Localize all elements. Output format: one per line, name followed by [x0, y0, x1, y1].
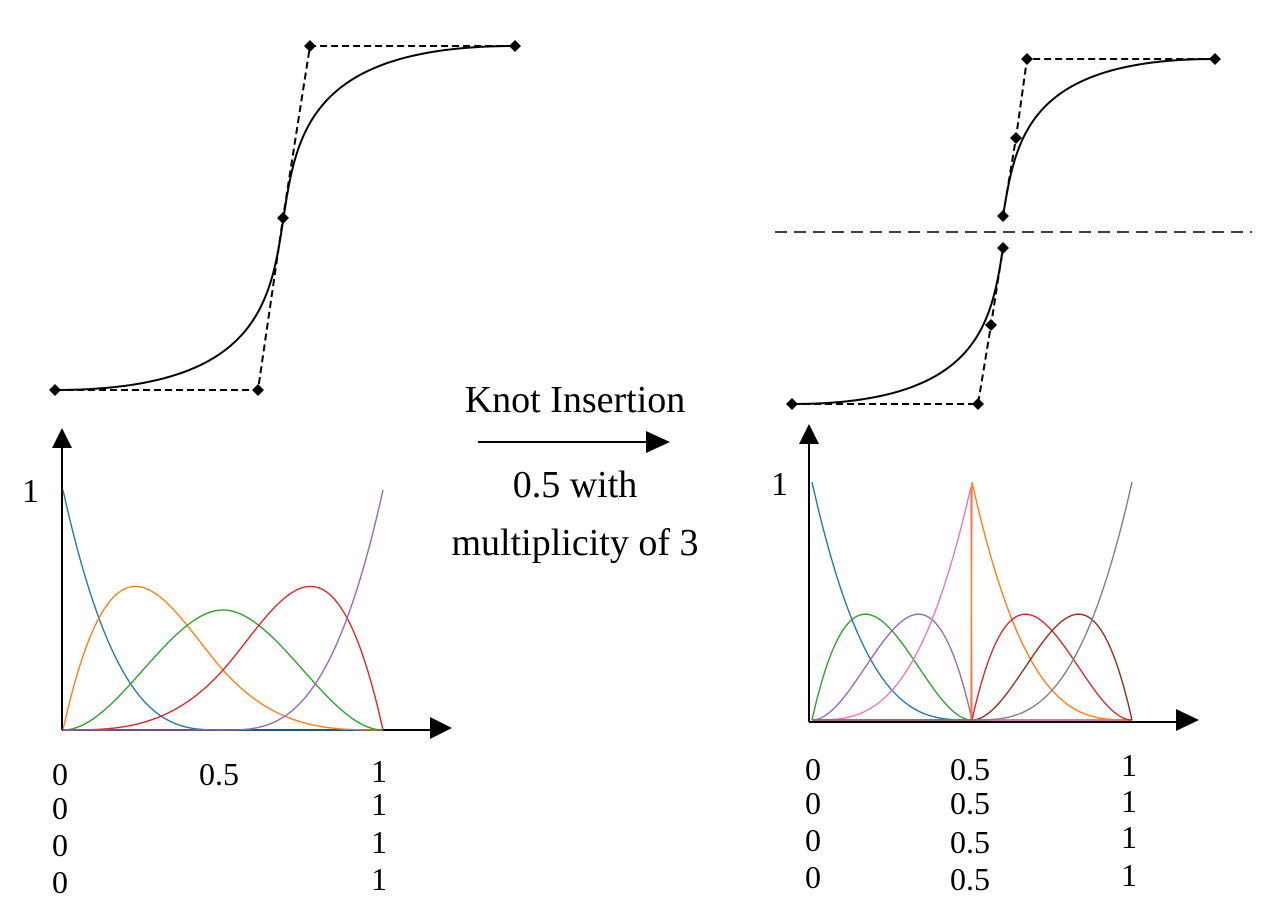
right-knot-label: 1	[1121, 783, 1137, 819]
upper-bspline-segment	[1002, 58, 1216, 217]
control-point-marker	[252, 384, 264, 396]
right-knot-label: 0	[805, 822, 821, 858]
right-y-axis-one-label: 1	[771, 466, 788, 503]
right-y-axis-arrow	[799, 424, 819, 444]
control-point-marker	[304, 40, 316, 52]
refined-basis-plot: 1 0 0 0 0 0.5 0.5 0.5 0.5 1 1 1 1	[771, 424, 1199, 897]
operation-detail-line2: multiplicity of 3	[452, 522, 699, 564]
lower-bspline-segment	[791, 247, 1004, 405]
right-knot-label: 0	[805, 785, 821, 821]
left-knot-label: 0.5	[199, 756, 239, 792]
control-point-marker	[997, 242, 1009, 254]
basis-function-curve	[812, 481, 1133, 721]
left-y-axis-arrow	[52, 428, 72, 448]
control-point-marker	[985, 319, 997, 331]
right-knot-label: 1	[1121, 857, 1137, 893]
left-knot-label: 0	[52, 864, 68, 900]
original-curve-group	[49, 40, 521, 396]
original-basis-plot: 1 0 0 0 0 0.5 1 1 1 1	[22, 428, 452, 900]
right-knot-label: 0.5	[950, 751, 990, 787]
control-point-marker	[786, 398, 798, 410]
operation-arrow-head	[646, 431, 670, 453]
left-x-axis-arrow	[430, 717, 452, 739]
split-curve-group	[775, 53, 1252, 410]
left-knot-label: 1	[371, 824, 387, 860]
left-y-axis-one-label: 1	[22, 473, 39, 510]
control-point-marker	[49, 384, 61, 396]
control-point-marker	[1010, 132, 1022, 144]
control-point-marker	[1021, 53, 1033, 65]
right-knot-label: 1	[1121, 747, 1137, 783]
left-knot-labels: 0 0 0 0 0.5 1 1 1 1	[52, 753, 387, 900]
control-point-marker	[972, 398, 984, 410]
right-x-axis-arrow	[1176, 709, 1199, 731]
basis-function-curve	[63, 585, 384, 731]
right-knot-label: 0.5	[950, 861, 990, 897]
upper-control-polygon	[1002, 58, 1215, 217]
right-basis-functions	[811, 481, 1133, 721]
right-knot-label: 0.5	[950, 785, 990, 821]
left-knot-label: 0	[52, 756, 68, 792]
original-control-points	[49, 40, 521, 396]
basis-function-curve	[62, 585, 383, 731]
left-knot-label: 0	[52, 827, 68, 863]
right-knot-label: 0.5	[950, 824, 990, 860]
operation-title: Knot Insertion	[465, 379, 686, 421]
lower-control-polygon	[792, 247, 1004, 405]
left-knot-label: 1	[371, 786, 387, 822]
basis-function-curve	[62, 609, 384, 731]
right-knot-label: 0	[805, 859, 821, 895]
left-knot-label: 0	[52, 790, 68, 826]
split-control-points	[786, 53, 1221, 410]
left-basis-functions	[62, 489, 384, 731]
operation-detail-line1: 0.5 with	[513, 464, 638, 506]
right-knot-label: 0	[805, 751, 821, 787]
control-point-marker	[997, 210, 1009, 222]
left-knot-label: 1	[371, 753, 387, 789]
basis-function-curve	[63, 489, 384, 731]
control-point-marker	[277, 212, 289, 224]
right-knot-label: 1	[1121, 819, 1137, 855]
right-knot-labels: 0 0 0 0 0.5 0.5 0.5 0.5 1 1 1 1	[805, 747, 1137, 897]
control-point-marker	[509, 40, 521, 52]
left-knot-label: 1	[371, 861, 387, 897]
control-point-marker	[1209, 53, 1221, 65]
operation-annotation: Knot Insertion 0.5 with multiplicity of …	[452, 379, 699, 564]
